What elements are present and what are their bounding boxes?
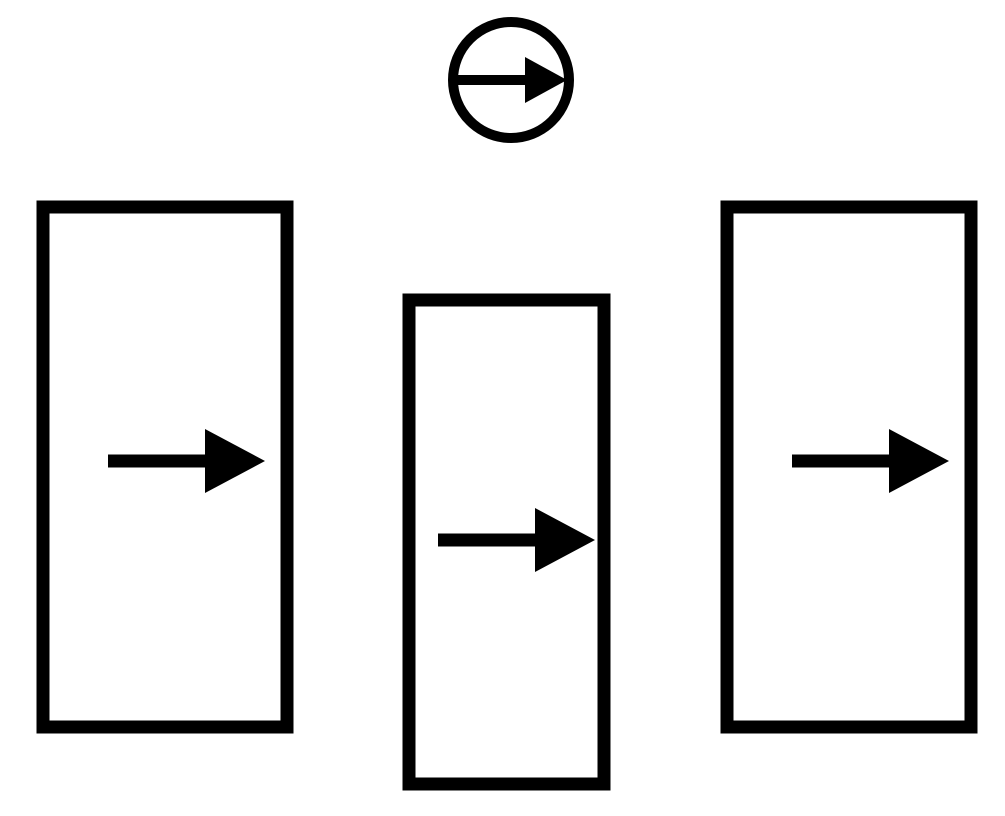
rect-right-arrow-head <box>889 429 949 493</box>
rectangles-group <box>43 207 971 784</box>
circle-arrow-head <box>525 57 567 103</box>
rect-right <box>727 207 971 727</box>
rect-left-arrow-head <box>205 429 265 493</box>
diagram-canvas <box>0 0 1005 816</box>
rect-middle-arrow-head <box>535 508 595 572</box>
direction-circle <box>453 22 569 138</box>
rect-left <box>43 207 287 727</box>
rect-middle <box>409 300 604 784</box>
